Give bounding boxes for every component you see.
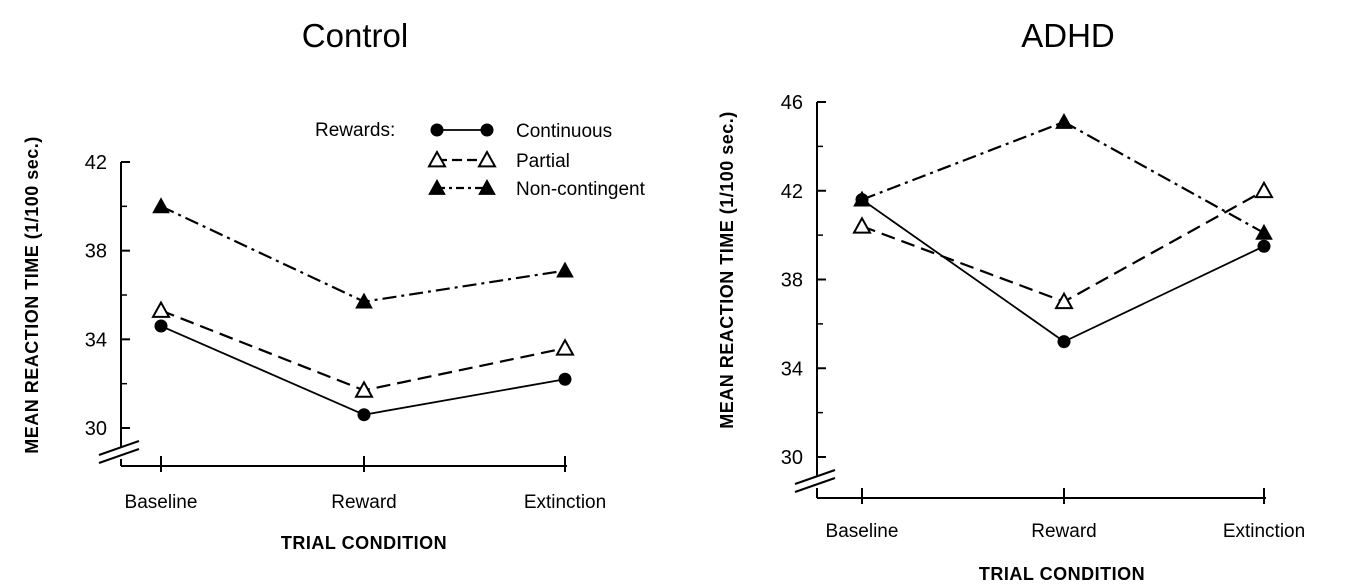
chart-title: ADHD — [1021, 17, 1115, 54]
data-point — [1255, 223, 1273, 240]
legend-entry: Non-contingent — [516, 179, 646, 200]
y-tick-label: 38 — [781, 270, 803, 292]
legend-marker — [430, 123, 444, 137]
series-continuous — [855, 193, 1271, 349]
axis-break-mark — [794, 469, 836, 485]
legend-marker — [478, 178, 496, 195]
y-tick-label: 30 — [85, 418, 107, 440]
series-continuous — [154, 319, 572, 422]
legend-marker — [477, 149, 497, 168]
legend-entry: Continuous — [516, 121, 612, 142]
series-line — [861, 120, 1265, 234]
data-point — [558, 372, 572, 386]
x-tick-label: Reward — [331, 492, 396, 513]
legend-marker — [427, 149, 447, 168]
data-point — [355, 292, 373, 309]
legend-title: Rewards: — [315, 120, 395, 141]
x-tick-label: Reward — [1031, 521, 1096, 542]
y-tick-label: 38 — [85, 241, 107, 263]
x-axis-title: TRIAL CONDITION — [281, 533, 447, 553]
y-axis-title: MEAN REACTION TIME (1/100 sec.) — [717, 111, 737, 429]
data-point — [354, 380, 374, 398]
data-point — [556, 261, 574, 278]
data-point — [154, 319, 168, 333]
data-point — [152, 197, 170, 214]
y-axis-title: MEAN REACTION TIME (1/100 sec.) — [22, 136, 42, 454]
series-line — [160, 309, 566, 392]
series-non-contingent — [853, 112, 1273, 240]
y-tick-label: 42 — [85, 152, 107, 174]
legend: Rewards: Continuous Partial Non-contingent — [315, 120, 646, 200]
x-tick-label: Baseline — [826, 521, 899, 542]
series-line — [160, 205, 566, 303]
series-line — [861, 198, 1265, 343]
data-point — [1055, 112, 1073, 129]
series-partial — [852, 180, 1274, 310]
axis-break-mark — [98, 440, 140, 456]
x-axis-title: TRIAL CONDITION — [979, 564, 1145, 584]
data-point — [357, 408, 371, 422]
data-point — [151, 300, 171, 318]
legend-marker — [428, 178, 446, 195]
y-tick-label: 46 — [781, 92, 803, 114]
series-line — [861, 189, 1265, 303]
y-tick-label: 34 — [781, 358, 803, 380]
series-line — [160, 325, 566, 416]
x-tick-label: Baseline — [125, 492, 198, 513]
chart-panel-adhd: ADHD 30 34 38 42 46 Baseline Reward Extinction TR… — [717, 17, 1305, 584]
y-tick-label: 42 — [781, 181, 803, 203]
axis-break-mark — [98, 448, 140, 464]
y-tick-label: 34 — [85, 329, 107, 351]
chart-panel-control: Control 30 34 38 42 Baseline Reward Extinction T… — [22, 17, 646, 553]
data-point — [1257, 239, 1271, 253]
data-point — [853, 190, 871, 207]
series-non-contingent — [152, 197, 574, 309]
legend-entry: Partial — [516, 151, 570, 172]
data-point — [1057, 335, 1071, 349]
data-point — [1254, 180, 1274, 199]
x-tick-label: Extinction — [524, 492, 606, 513]
data-point — [852, 216, 872, 234]
axis-break-mark — [794, 477, 836, 493]
series-partial — [151, 300, 575, 398]
data-point — [555, 338, 575, 356]
chart-title: Control — [302, 17, 408, 54]
y-tick-label: 30 — [781, 447, 803, 469]
legend-marker — [480, 123, 494, 137]
data-point — [1054, 291, 1074, 310]
x-tick-label: Extinction — [1223, 521, 1305, 542]
